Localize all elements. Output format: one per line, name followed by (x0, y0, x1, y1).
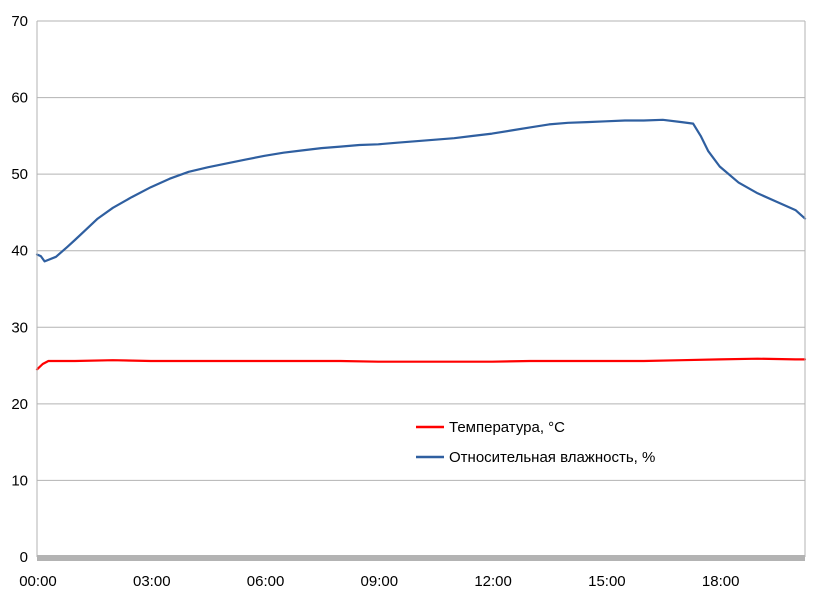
x-tick-label: 00:00 (19, 573, 57, 590)
x-axis-ticks: 00:00 03:00 06:00 09:00 12:00 15:00 18:00 (19, 573, 739, 590)
x-tick-label: 12:00 (474, 573, 512, 590)
y-tick-label: 70 (11, 13, 28, 30)
legend-label-humidity: Относительная влажность, % (449, 449, 655, 466)
x-axis-bar (37, 555, 805, 561)
humidity-series-line (35, 118, 807, 263)
series-lines (35, 118, 807, 371)
grid-lines (37, 20, 805, 481)
y-tick-label: 20 (11, 396, 28, 413)
y-tick-label: 40 (11, 243, 28, 260)
temperature-series-line (35, 357, 807, 371)
x-tick-label: 03:00 (133, 573, 171, 590)
y-tick-label: 60 (11, 90, 28, 107)
legend-label-temperature: Температура, °С (449, 419, 565, 436)
legend: Температура, °С Относительная влажность,… (416, 419, 655, 466)
y-tick-label: 0 (20, 549, 28, 566)
x-tick-label: 15:00 (588, 573, 626, 590)
y-axis-ticks: 0 10 20 30 40 50 60 70 (11, 13, 28, 566)
x-tick-label: 09:00 (361, 573, 399, 590)
x-tick-label: 06:00 (247, 573, 285, 590)
y-tick-label: 50 (11, 166, 28, 183)
x-tick-label: 18:00 (702, 573, 740, 590)
y-tick-label: 30 (11, 319, 28, 336)
y-tick-label: 10 (11, 472, 28, 489)
axes (36, 21, 806, 561)
